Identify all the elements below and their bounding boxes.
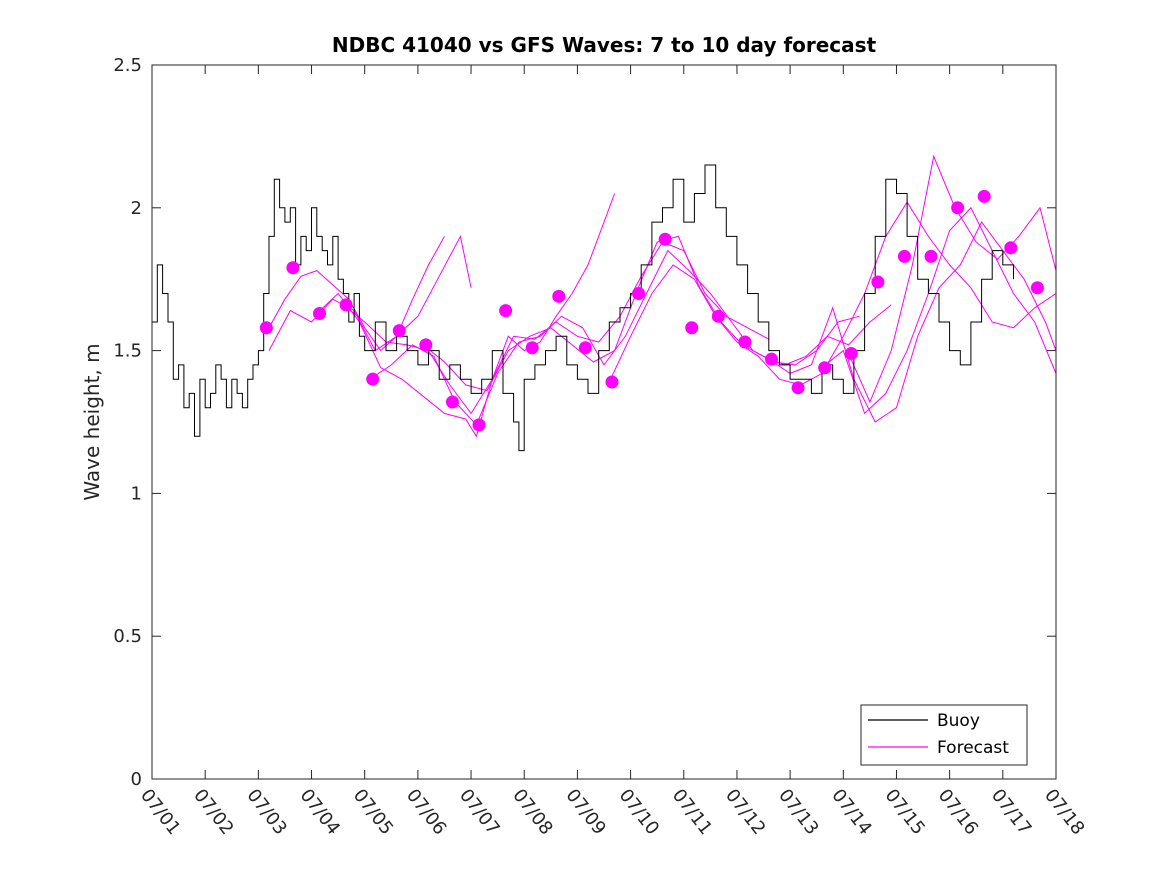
forecast-marker xyxy=(791,381,805,395)
y-axis-ticks: 0 0.5 1 1.5 2 2.5 xyxy=(113,55,1056,790)
plot-frame xyxy=(152,65,1056,779)
forecast-marker xyxy=(419,338,433,352)
buoy-series xyxy=(152,164,1014,452)
legend-label-forecast: Forecast xyxy=(937,738,1009,758)
forecast-run-line xyxy=(422,235,892,392)
forecast-marker xyxy=(685,321,699,335)
y-tick-label: 2.5 xyxy=(113,55,142,76)
forecast-marker xyxy=(897,249,911,263)
forecast-marker xyxy=(578,341,592,355)
forecast-markers xyxy=(259,189,1044,432)
y-tick-label: 1 xyxy=(131,483,142,504)
forecast-marker xyxy=(472,418,486,432)
forecast-run-line xyxy=(316,193,616,438)
y-tick-label: 0.5 xyxy=(113,626,142,647)
forecast-marker xyxy=(525,341,539,355)
forecast-marker xyxy=(552,289,566,303)
forecast-marker xyxy=(844,346,858,360)
legend-box xyxy=(860,704,1028,766)
forecast-marker xyxy=(818,361,832,375)
forecast-marker xyxy=(605,375,619,389)
forecast-marker xyxy=(392,324,406,338)
y-tick-label: 2 xyxy=(131,198,142,219)
forecast-marker xyxy=(445,395,459,409)
forecast-marker xyxy=(765,352,779,366)
forecast-marker xyxy=(632,286,646,300)
forecast-marker xyxy=(658,232,672,246)
forecast-run-line xyxy=(821,206,1057,415)
y-axis-label: Wave height, m xyxy=(80,343,104,500)
forecast-marker xyxy=(1004,241,1018,255)
legend-label-buoy: Buoy xyxy=(937,711,980,731)
axes-box xyxy=(151,64,1057,780)
chart-title: NDBC 41040 vs GFS Waves: 7 to 10 day for… xyxy=(332,33,877,57)
forecast-run-line xyxy=(268,236,445,352)
forecast-marker xyxy=(1030,281,1044,295)
forecast-marker xyxy=(366,372,380,386)
forecast-marker xyxy=(313,306,327,320)
forecast-marker xyxy=(924,249,938,263)
forecast-marker xyxy=(711,309,725,323)
forecast-marker xyxy=(871,275,885,289)
forecast-marker xyxy=(738,335,752,349)
forecast-marker xyxy=(339,298,353,312)
forecast-marker xyxy=(951,201,965,215)
forecast-marker xyxy=(499,304,513,318)
legend: Buoy Forecast xyxy=(860,704,1028,766)
forecast-marker xyxy=(259,321,273,335)
forecast-run-line xyxy=(768,221,1057,423)
y-tick-label: 0 xyxy=(131,769,142,790)
y-tick-label: 1.5 xyxy=(113,341,142,362)
forecast-marker xyxy=(286,261,300,275)
buoy-line xyxy=(152,164,1014,452)
forecast-marker xyxy=(977,189,991,203)
